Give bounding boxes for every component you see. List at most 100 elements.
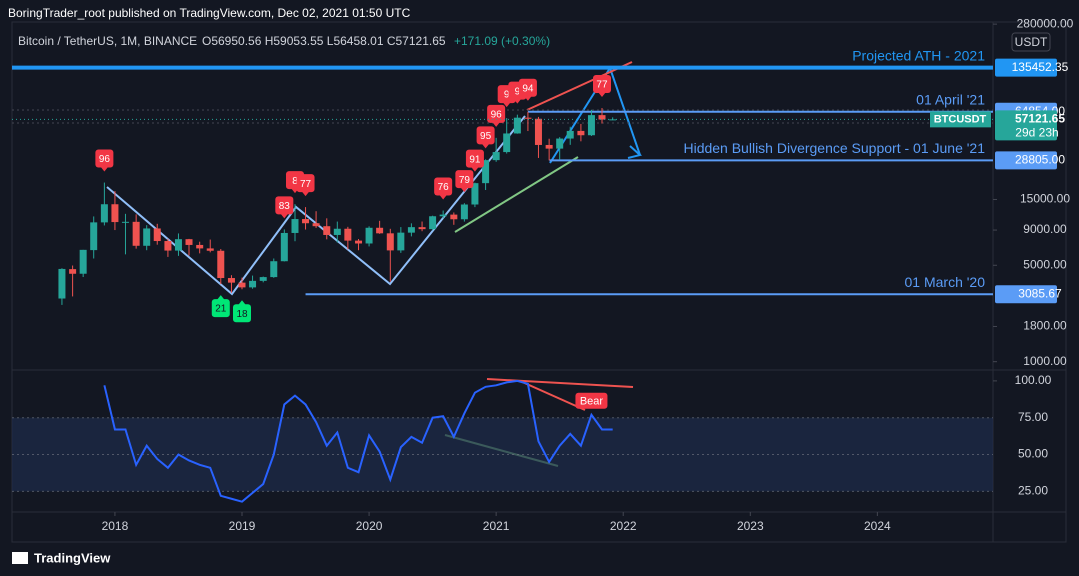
candle-body: [259, 277, 267, 281]
signal-label: 79: [459, 175, 471, 186]
signal-pointer: [502, 102, 511, 108]
candle-body: [100, 204, 108, 223]
signal-pointer: [492, 121, 501, 127]
y-tick-label: 1800.00: [1023, 319, 1067, 333]
signal-box: [233, 304, 252, 323]
signal-box: [275, 196, 294, 215]
signal-box: [465, 149, 484, 168]
candle-body: [196, 244, 204, 249]
candle-body: [164, 241, 172, 251]
y-tick-label: 9000.00: [1023, 222, 1067, 236]
rsi-line: [103, 379, 613, 503]
signal-pointer: [460, 187, 469, 193]
brand-logo: [12, 552, 28, 564]
candle-body: [143, 228, 151, 246]
signal-pointer: [481, 143, 490, 149]
x-tick-label: 2021: [483, 519, 510, 533]
candle-body: [534, 118, 542, 145]
symbol-title: Bitcoin / TetherUS, 1M, BINANCE: [18, 34, 197, 48]
x-tick-label: 2019: [229, 519, 256, 533]
level-text: 01 March '20: [905, 274, 986, 290]
x-tick-label: 2022: [610, 519, 637, 533]
signal-pointer: [238, 300, 247, 306]
candle-body: [79, 249, 87, 274]
candle-body: [333, 228, 341, 235]
symbol-box: [930, 111, 991, 128]
candle-body: [450, 214, 458, 220]
last-price-label: 57121.65: [1015, 112, 1065, 126]
level-text: Projected ATH - 2021: [852, 47, 985, 63]
candle-body: [407, 227, 415, 233]
y-tick-label: 280000.00: [1017, 16, 1074, 30]
signal-box: [518, 78, 537, 97]
arrow-head: [627, 145, 643, 159]
y-tick-label: 25.00: [1018, 484, 1048, 498]
candle-body: [439, 214, 447, 217]
trend-line: [454, 156, 579, 233]
candle-body: [206, 248, 214, 251]
change: +171.09 (+0.30%): [454, 34, 550, 48]
candle-body: [524, 117, 532, 119]
candle-body: [482, 160, 490, 184]
signal-pointer: [301, 191, 310, 197]
y-tick-label: 15000.00: [1020, 192, 1070, 206]
level-price-label: 28805.00: [1015, 153, 1065, 167]
candle-body: [58, 268, 66, 299]
signal-box: [476, 126, 495, 145]
signal-pointer: [280, 213, 289, 219]
trend-line: [526, 61, 633, 111]
candle-body: [513, 117, 521, 134]
signal-label: 77: [300, 179, 312, 190]
candle-body: [132, 221, 140, 246]
candle-body: [121, 221, 129, 223]
frame: [11, 21, 1067, 543]
signal-label: 96: [491, 109, 503, 120]
candle-body: [90, 222, 98, 251]
candle-body: [386, 233, 394, 251]
signal-label: 96: [99, 154, 111, 165]
candle-body: [471, 183, 479, 205]
level-price-label: 3085.67: [1018, 286, 1062, 300]
signal-pointer: [523, 95, 532, 101]
candle-body: [153, 228, 161, 242]
candle-body: [111, 204, 119, 223]
candle-body: [291, 219, 299, 233]
signal-label: 76: [438, 182, 450, 193]
candle-body: [460, 204, 468, 220]
signal-label: 21: [215, 304, 227, 315]
signal-box: [487, 104, 506, 123]
publisher: BoringTrader_root published on TradingVi…: [8, 6, 411, 20]
signal-label: 77: [596, 80, 608, 91]
candle-body: [566, 130, 574, 139]
candle-body: [69, 269, 77, 274]
ohlc: O56950.56 H59053.55 L56458.01 C57121.65: [202, 34, 446, 48]
signal-pointer: [513, 98, 522, 104]
signal-label: 83: [279, 201, 291, 212]
candle-body: [217, 250, 225, 279]
signal-label: 18: [236, 309, 248, 320]
signal-label: 94: [522, 83, 534, 94]
candle-body: [429, 216, 437, 230]
candle-body: [545, 144, 553, 149]
candle-body: [174, 239, 182, 251]
signal-box: [296, 174, 315, 193]
x-tick-label: 2024: [864, 519, 891, 533]
signal-label: 91: [469, 154, 481, 165]
signal-label: Bear: [580, 396, 604, 408]
y-tick-label: 1000.00: [1023, 354, 1067, 368]
candle-body: [249, 280, 257, 288]
y-tick-label: 75.00: [1018, 410, 1048, 424]
candle-body: [238, 282, 246, 288]
signal-box: [592, 75, 611, 94]
candle-body: [312, 223, 320, 227]
x-tick-label: 2018: [102, 519, 129, 533]
candle-body: [376, 227, 384, 234]
trend-line: [519, 380, 586, 411]
symbol: BTCUSDT: [934, 113, 987, 125]
last-price-box: [995, 110, 1057, 141]
candle-body: [227, 278, 235, 283]
x-tick-label: 2023: [737, 519, 764, 533]
signal-box: [211, 299, 230, 318]
y-tick-label: 100.00: [1015, 373, 1052, 387]
